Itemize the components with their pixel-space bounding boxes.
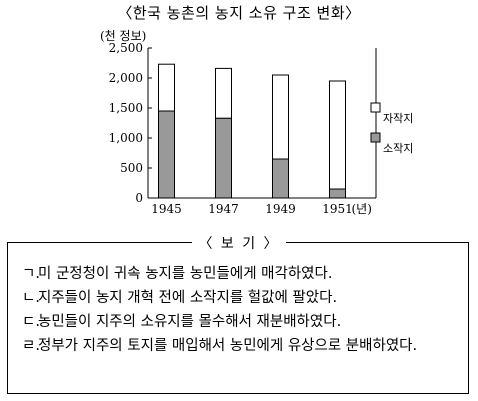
y-tick-label: 2,000 bbox=[109, 71, 143, 85]
example-marker: ㄴ. bbox=[22, 290, 40, 306]
example-marker: ㄹ. bbox=[22, 338, 40, 354]
y-tick-label: 1,000 bbox=[109, 131, 143, 145]
y-axis-label: (천 정보) bbox=[100, 28, 146, 43]
example-list: ㄱ. 미 군정청이 귀속 농지를 농민들에게 매각하였다. ㄴ. 지주들이 농지… bbox=[22, 262, 462, 358]
x-axis-unit: (년) bbox=[352, 202, 372, 216]
x-tick-label: 1945 bbox=[151, 202, 182, 216]
example-box-title: 〈 보 기 〉 bbox=[0, 233, 478, 253]
bar-sojakji-1945 bbox=[158, 110, 175, 199]
legend-swatch-jajakji bbox=[370, 102, 381, 113]
example-box-title-text: 보 기 bbox=[220, 236, 258, 252]
stacked-bar-chart: 0 500 1,000 1,500 2,000 2,500(천 정보) 1945 1947 19… bbox=[100, 28, 413, 216]
y-tick-label: 500 bbox=[120, 161, 143, 175]
example-text: 농민들이 지주의 소유지를 몰수해서 재분배하였다. bbox=[38, 314, 342, 330]
y-tick-label: 2,500 bbox=[109, 41, 143, 55]
example-marker: ㄱ. bbox=[22, 266, 40, 282]
bar-jajakji-1947 bbox=[215, 67, 232, 119]
legend-swatch-sojakji bbox=[370, 132, 381, 143]
bar-jajakji-1949 bbox=[272, 74, 289, 160]
legend-label: 자작지 bbox=[383, 112, 413, 125]
example-text: 지주들이 농지 개혁 전에 소작지를 헐값에 팔았다. bbox=[38, 290, 338, 306]
bar-sojakji-1947 bbox=[215, 117, 232, 199]
example-text: 정부가 지주의 토지를 매입해서 농민에게 유상으로 분배하였다. bbox=[38, 338, 418, 354]
bar-jajakji-1945 bbox=[158, 63, 175, 112]
y-tick-label: 0 bbox=[135, 191, 143, 205]
x-tick-label: 1951 bbox=[322, 202, 353, 216]
x-tick-label: 1949 bbox=[265, 202, 296, 216]
x-tick-label: 1947 bbox=[208, 202, 239, 216]
bar-sojakji-1951 bbox=[329, 188, 346, 199]
legend-label: 소작지 bbox=[383, 142, 413, 155]
example-marker: ㄷ. bbox=[22, 314, 40, 330]
y-tick-label: 1,500 bbox=[109, 101, 143, 115]
example-item-4: ㄹ. 정부가 지주의 토지를 매입해서 농민에게 유상으로 분배하였다. bbox=[22, 334, 462, 358]
example-item-2: ㄴ. 지주들이 농지 개혁 전에 소작지를 헐값에 팔았다. bbox=[22, 286, 462, 310]
bar-sojakji-1949 bbox=[272, 158, 289, 199]
bar-jajakji-1951 bbox=[329, 80, 346, 190]
example-text: 미 군정청이 귀속 농지를 농민들에게 매각하였다. bbox=[38, 266, 333, 282]
example-item-1: ㄱ. 미 군정청이 귀속 농지를 농민들에게 매각하였다. bbox=[22, 262, 462, 286]
chart-title: 〈한국 농촌의 농지 소유 구조 변화〉 bbox=[117, 4, 361, 22]
example-item-3: ㄷ. 농민들이 지주의 소유지를 몰수해서 재분배하였다. bbox=[22, 310, 462, 334]
